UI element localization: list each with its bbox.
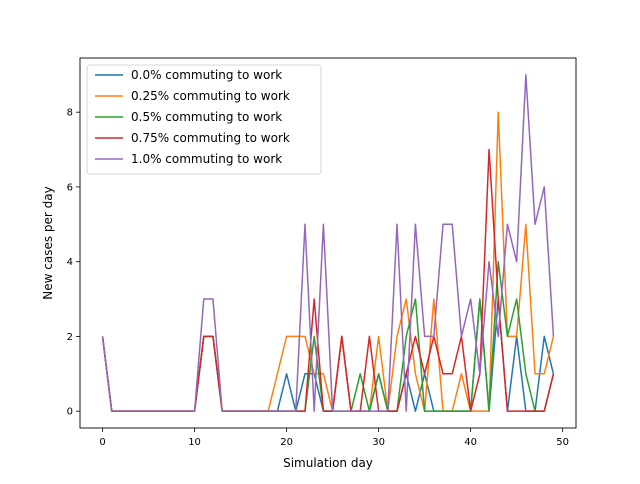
- legend-label-2: 0.5% commuting to work: [131, 110, 282, 124]
- y-axis: 0 2 4 6 8: [67, 108, 80, 418]
- x-tick-label: 30: [372, 437, 385, 448]
- x-tick-label: 0: [99, 437, 105, 448]
- legend: 0.0% commuting to work 0.25% commuting to…: [86, 64, 322, 175]
- legend-label-4: 1.0% commuting to work: [131, 152, 282, 166]
- series-layer: [101, 74, 555, 412]
- x-tick-label: 40: [464, 437, 477, 448]
- legend-box: [86, 64, 322, 175]
- x-tick-label: 50: [556, 437, 569, 448]
- y-tick-label: 6: [67, 182, 73, 193]
- x-axis-label: Simulation day: [283, 456, 373, 470]
- series-line-4: [101, 74, 555, 412]
- y-tick-label: 0: [67, 407, 73, 418]
- y-tick-label: 2: [67, 332, 73, 343]
- y-axis-label: New cases per day: [41, 186, 55, 299]
- x-tick-label: 10: [188, 437, 201, 448]
- legend-label-3: 0.75% commuting to work: [131, 131, 290, 145]
- plot-frame: [79, 57, 577, 429]
- y-tick-label: 4: [67, 257, 73, 268]
- legend-label-1: 0.25% commuting to work: [131, 89, 290, 103]
- x-tick-label: 20: [280, 437, 293, 448]
- legend-label-0: 0.0% commuting to work: [131, 68, 282, 82]
- x-axis: 0 10 20 30 40 50: [99, 428, 569, 448]
- y-tick-label: 8: [67, 108, 73, 119]
